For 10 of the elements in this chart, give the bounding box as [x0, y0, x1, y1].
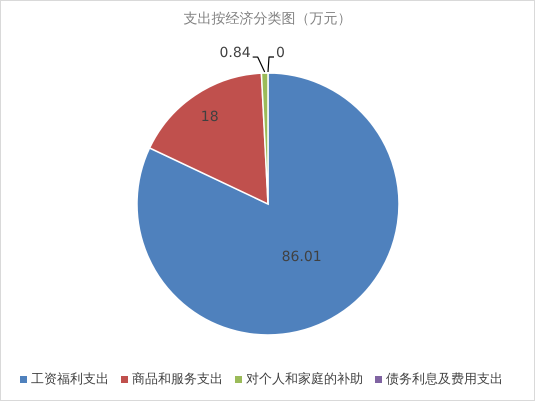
data-label: 0.84 [220, 45, 251, 62]
data-label: 86.01 [282, 249, 322, 266]
legend-label: 债务利息及费用支出 [386, 372, 503, 387]
legend-label: 工资福利支出 [31, 372, 109, 387]
legend-label: 对个人和家庭的补助 [246, 372, 363, 387]
text: 0 [276, 45, 285, 61]
pie-slice [136, 72, 400, 336]
chart-title: 支出按经济分类图（万元） [184, 11, 352, 27]
data-label: 18 [200, 108, 219, 125]
legend-label: 商品和服务支出 [132, 372, 223, 387]
